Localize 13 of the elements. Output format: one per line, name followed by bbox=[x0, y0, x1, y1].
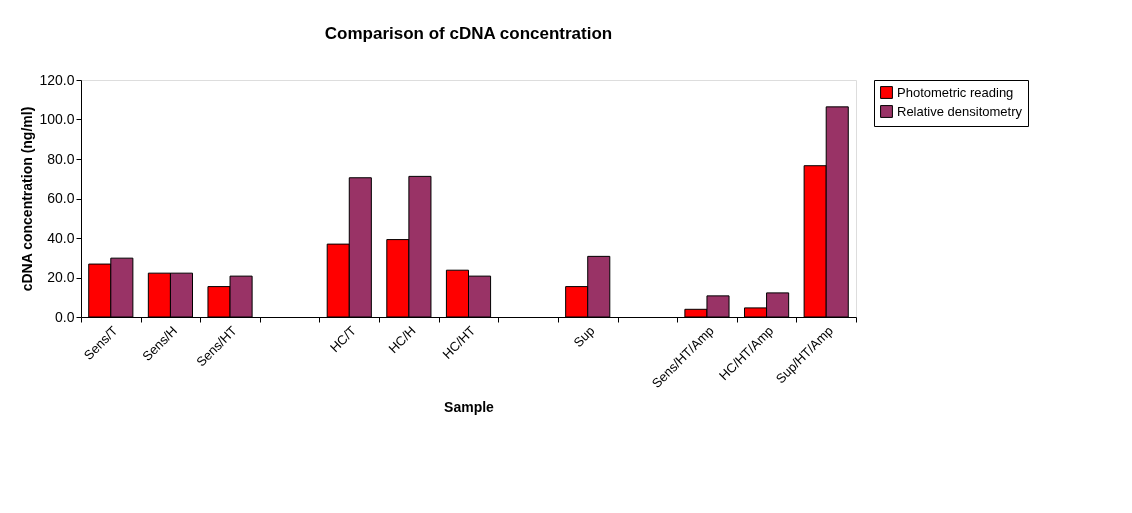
y-axis-title: cDNA concentration (ng/ml) bbox=[19, 106, 36, 292]
x-tick-label: Sup bbox=[570, 323, 598, 351]
y-tick-label: 60.0 bbox=[47, 190, 75, 206]
legend-label: Photometric reading bbox=[897, 84, 1014, 100]
y-tick-label: 80.0 bbox=[47, 150, 75, 167]
legend-label: Relative densitometry bbox=[897, 103, 1023, 119]
x-axis-title: Sample bbox=[444, 398, 495, 415]
y-tick-label: 100.0 bbox=[39, 111, 75, 127]
y-tick-label: 20.0 bbox=[47, 269, 75, 285]
y-tick-label: 120.0 bbox=[39, 71, 75, 88]
y-tick-label: 0.0 bbox=[55, 308, 75, 325]
chart-title: Comparison of cDNA concentration bbox=[324, 24, 613, 43]
y-tick-label: 40.0 bbox=[47, 229, 75, 246]
